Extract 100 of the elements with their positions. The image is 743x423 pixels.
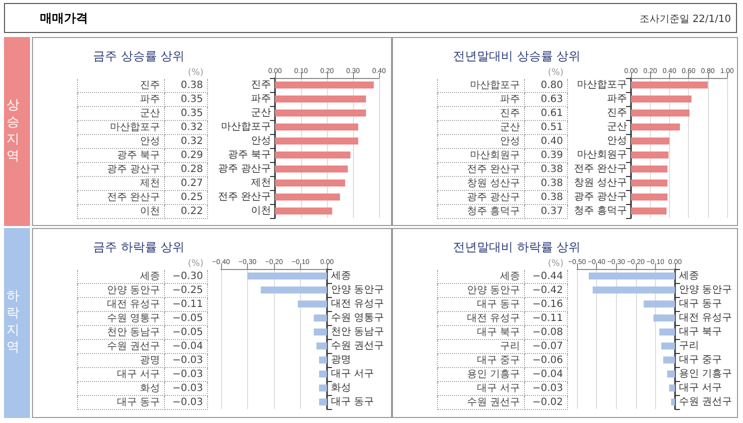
data-label: 0.80 xyxy=(524,79,568,92)
category-label: 진주 xyxy=(140,80,160,91)
chart-title: 전년말대비 하락률 상위 xyxy=(453,239,581,256)
category-label: 대구 중구 xyxy=(476,355,520,366)
category-label: 광주 북구 xyxy=(116,150,160,161)
category-label: 세종 xyxy=(140,271,160,282)
category-label: 파주 xyxy=(500,94,520,105)
text: 금주 상승률 상위 xyxy=(93,48,185,65)
text: (%) xyxy=(546,66,564,79)
data-label: 0.40 xyxy=(524,134,568,148)
text: 조사기준일 22/1/10 xyxy=(639,13,731,26)
data-label: −0.11 xyxy=(524,312,568,326)
data-label: −0.03 xyxy=(164,382,208,396)
y-tick-label: 안양 동안구 xyxy=(679,284,732,296)
category-label: 수원 영통구 xyxy=(106,313,160,324)
y-tick-label: 대전 유성구 xyxy=(331,298,384,310)
data-label: −0.25 xyxy=(164,284,208,298)
y-tick-label: 파주 xyxy=(251,94,271,104)
data-label: −0.30 xyxy=(164,270,208,284)
y-tick-label: 안성 xyxy=(251,136,271,146)
data-label: 0.38 xyxy=(524,176,568,190)
text: (%) xyxy=(186,66,204,79)
data-label: 0.63 xyxy=(524,92,568,106)
y-tick-label: 대전 유성구 xyxy=(679,312,732,324)
category-label: 파주 xyxy=(140,94,160,105)
y-tick-label: 진주 xyxy=(251,80,271,90)
y-tick-label: 대구 서구 xyxy=(331,368,374,380)
y-tick-label: 광명 xyxy=(331,354,351,366)
category-label: 제천 xyxy=(140,178,160,189)
category-label: 진주 xyxy=(500,108,520,119)
bar xyxy=(275,208,332,214)
bar xyxy=(631,96,692,102)
data-label: −0.08 xyxy=(524,326,568,340)
y-tick-label: 대구 동구 xyxy=(679,298,722,310)
category-label: 안성 xyxy=(140,136,160,147)
y-tick-label: 이천 xyxy=(251,206,271,216)
data-label: −0.07 xyxy=(524,340,568,354)
category-label: 대구 동구 xyxy=(476,299,520,310)
category-label: 전주 완산구 xyxy=(106,192,160,203)
y-tick-label: 수원 권선구 xyxy=(679,396,732,408)
category-label: 마산합포구 xyxy=(470,80,520,91)
category-label: 대구 동구 xyxy=(116,397,160,408)
y-tick-label: 진주 xyxy=(607,108,627,118)
bar xyxy=(275,180,346,186)
data-label: −0.02 xyxy=(524,396,568,410)
category-label: 마산회원구 xyxy=(470,150,520,161)
category-label: 대전 유성구 xyxy=(106,299,160,310)
data-label: −0.04 xyxy=(524,368,568,382)
category-label: 이천 xyxy=(140,206,160,217)
y-tick-label: 안성 xyxy=(607,136,627,146)
y-tick-label: 전주 완산구 xyxy=(574,164,627,174)
category-label: 광명 xyxy=(140,355,160,366)
y-tick-label: 대구 북구 xyxy=(679,326,722,338)
category-label: 수원 권선구 xyxy=(106,341,160,352)
category-label: 창원 성산구 xyxy=(466,178,520,189)
data-label: −0.05 xyxy=(164,326,208,340)
category-label: 대구 북구 xyxy=(476,327,520,338)
text: 매매가격 xyxy=(40,10,88,27)
y-tick-label: 파주 xyxy=(607,94,627,104)
data-label: 0.61 xyxy=(524,106,568,120)
y-tick-label: 광주 북구 xyxy=(228,150,271,160)
text: 전년말대비 상승률 상위 xyxy=(453,48,581,65)
data-label: 0.39 xyxy=(524,148,568,162)
data-label: −0.03 xyxy=(164,396,208,410)
bar xyxy=(631,110,690,116)
bar xyxy=(631,124,680,130)
text: 상승지역 xyxy=(6,97,20,165)
category-label: 광주 광산구 xyxy=(106,164,160,175)
data-label: 0.25 xyxy=(164,190,208,204)
y-tick-label: 수원 권선구 xyxy=(331,340,384,352)
y-tick-label: 안양 동안구 xyxy=(331,284,384,296)
data-label: −0.42 xyxy=(524,284,568,298)
category-label: 안양 동안구 xyxy=(466,285,520,296)
chart-title: 금주 하락률 상위 xyxy=(93,239,185,256)
y-tick-label: 대구 중구 xyxy=(679,354,722,366)
bar xyxy=(275,166,348,172)
y-tick-label: 청주 흥덕구 xyxy=(574,206,627,216)
bar xyxy=(631,82,708,88)
bar xyxy=(631,180,668,186)
data-label: −0.04 xyxy=(164,340,208,354)
y-tick-label: 세종 xyxy=(679,270,699,282)
data-label: −0.44 xyxy=(524,270,568,284)
category-label: 군산 xyxy=(500,122,520,133)
category-label: 광주 광산구 xyxy=(466,192,520,203)
bar xyxy=(631,208,667,214)
data-label: 0.38 xyxy=(524,162,568,176)
category-label: 청주 흥덕구 xyxy=(466,206,520,217)
data-label: −0.06 xyxy=(524,354,568,368)
y-tick-label: 전주 완산구 xyxy=(218,192,271,202)
y-tick-label: 군산 xyxy=(607,122,627,132)
category-label: 수원 권선구 xyxy=(466,397,520,408)
y-tick-label: 대구 서구 xyxy=(679,382,722,394)
data-label: 0.35 xyxy=(164,92,208,106)
data-label: −0.03 xyxy=(524,382,568,396)
category-label: 안성 xyxy=(500,136,520,147)
data-label: −0.16 xyxy=(524,298,568,312)
data-label: −0.03 xyxy=(164,354,208,368)
data-label: 0.38 xyxy=(164,79,208,92)
y-tick-label: 세종 xyxy=(331,270,351,282)
bar xyxy=(275,152,350,158)
